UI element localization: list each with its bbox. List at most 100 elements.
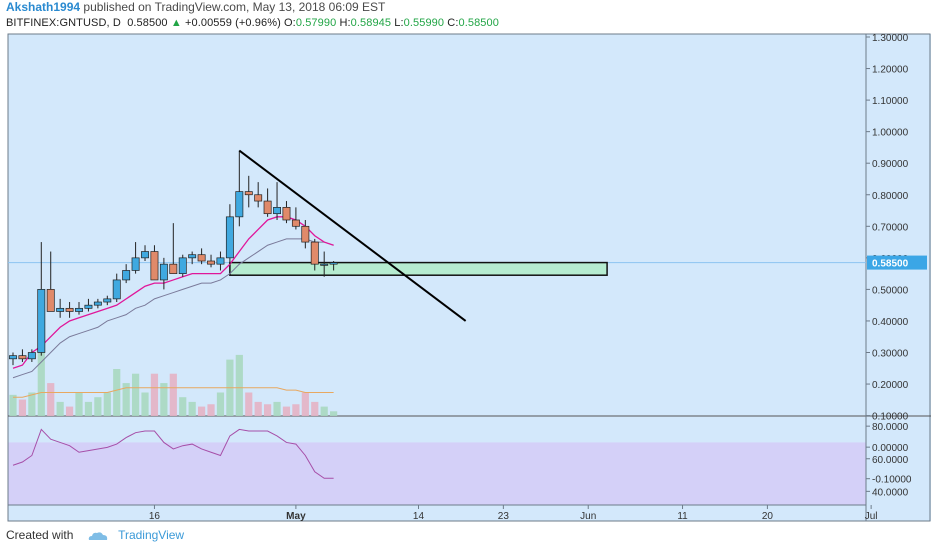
change-value: +0.00559 (+0.96%) <box>184 17 281 29</box>
candle-body <box>188 254 197 259</box>
candle-body <box>84 304 93 309</box>
volume-bar <box>311 401 319 416</box>
price-tick-label: 1.00000 <box>872 128 909 139</box>
published-text: published on TradingView.com, May 13, 20… <box>83 0 386 14</box>
volume-bar <box>122 383 130 416</box>
candle-body <box>178 257 187 274</box>
candle-body <box>225 216 234 259</box>
sma-line <box>12 238 334 379</box>
price-tick-label: 1.30000 <box>872 33 909 44</box>
date-axis-bg <box>8 505 866 521</box>
volume-ma-line <box>13 387 334 398</box>
volume-bar <box>207 404 215 416</box>
candle-body <box>103 298 112 303</box>
volume-bar <box>75 392 83 416</box>
price-tick-label: -0.10000 <box>872 475 912 486</box>
date-tick-label: Jun <box>580 511 596 522</box>
volume-bar <box>169 373 177 416</box>
price-tick-label: 0.90000 <box>872 159 909 170</box>
candle-body <box>150 251 159 281</box>
price-tick-label: 0.20000 <box>872 380 909 391</box>
tradingview-cloud-icon <box>88 532 107 540</box>
candle-body <box>27 352 36 360</box>
price-tick-label: 0.50000 <box>872 285 909 296</box>
current-price-label: 0.58500 <box>872 259 909 270</box>
volume-bar <box>150 373 159 416</box>
candle-body <box>112 279 121 300</box>
volume-bar <box>65 406 74 416</box>
candle-body <box>9 355 17 360</box>
low-label: L: <box>394 17 404 29</box>
volume-bar <box>47 383 55 416</box>
rsi-tick-label: 40.0000 <box>872 487 909 498</box>
volume-bar <box>198 406 206 416</box>
author-link[interactable]: Akshath1994 <box>6 0 81 14</box>
price-tick-label: 0.70000 <box>872 222 909 233</box>
publish-line: Akshath1994 published on TradingView.com… <box>6 0 385 14</box>
price-tick-label: 0.00000 <box>872 443 909 454</box>
volume-bar <box>18 399 27 416</box>
low-value: 0.55990 <box>403 17 445 29</box>
date-tick-label: May <box>286 511 306 522</box>
volume-bar <box>160 383 168 416</box>
volume-bar <box>301 392 309 416</box>
volume-bar <box>84 401 93 416</box>
last-price: 0.58500 <box>127 17 168 29</box>
candle-body <box>46 289 55 312</box>
date-tick-label: 16 <box>149 511 161 522</box>
candle-body <box>263 200 272 215</box>
volume-bar <box>141 392 149 416</box>
volume-bar <box>9 394 17 416</box>
rsi-tick-label: 80.0000 <box>872 422 909 433</box>
volume-bar <box>282 406 291 416</box>
candle-body <box>273 207 281 215</box>
volume-bar <box>56 401 64 416</box>
trendline <box>238 149 467 322</box>
close-label: C: <box>447 17 459 29</box>
candle-body <box>320 263 329 266</box>
volume-bar <box>330 411 338 416</box>
rsi-tick-label: 60.0000 <box>872 455 909 466</box>
volume-bar <box>273 401 281 416</box>
candle-body <box>207 260 215 265</box>
support-zone <box>229 261 608 276</box>
tradingview-brand[interactable]: TradingView <box>118 528 185 542</box>
volume-bar <box>235 354 243 416</box>
symbol-label: BITFINEX:GNTUSD, D <box>6 17 121 29</box>
candle-body <box>56 307 65 312</box>
symbol-line: BITFINEX:GNTUSD, D 0.58500 ▲ +0.00559 (+… <box>6 17 499 29</box>
candle-body <box>310 241 319 265</box>
high-label: H: <box>339 17 351 29</box>
up-arrow-icon: ▲ <box>170 17 182 29</box>
candle-body <box>93 301 102 306</box>
volume-bar <box>320 406 328 416</box>
candle-body <box>197 254 206 262</box>
volume-bar <box>216 392 225 416</box>
price-tick-label: 0.10000 <box>872 412 909 423</box>
candle-body <box>254 194 263 202</box>
candle-body <box>122 270 131 281</box>
candle-body <box>141 251 149 259</box>
candle-body <box>75 307 83 312</box>
price-tick-label: 0.30000 <box>872 349 909 360</box>
volume-bar <box>113 369 121 416</box>
candle-body <box>159 263 168 281</box>
rsi-band <box>8 442 866 508</box>
volume-bar <box>131 373 140 416</box>
date-tick-label: 23 <box>498 511 510 522</box>
price-tick-label: 0.80000 <box>872 191 909 202</box>
ema-line <box>12 216 334 369</box>
volume-bar <box>254 401 262 416</box>
volume-bar <box>245 392 253 416</box>
price-tick-label: 1.20000 <box>872 65 909 76</box>
volume-bar <box>292 404 300 416</box>
candle-body <box>291 219 300 227</box>
candle-body <box>329 262 338 265</box>
volume-bar <box>28 392 36 416</box>
candle-body <box>169 263 178 274</box>
current-price-tag <box>867 255 927 270</box>
candle-body <box>244 191 253 196</box>
date-tick-label: 14 <box>413 511 425 522</box>
candle-body <box>18 355 27 360</box>
